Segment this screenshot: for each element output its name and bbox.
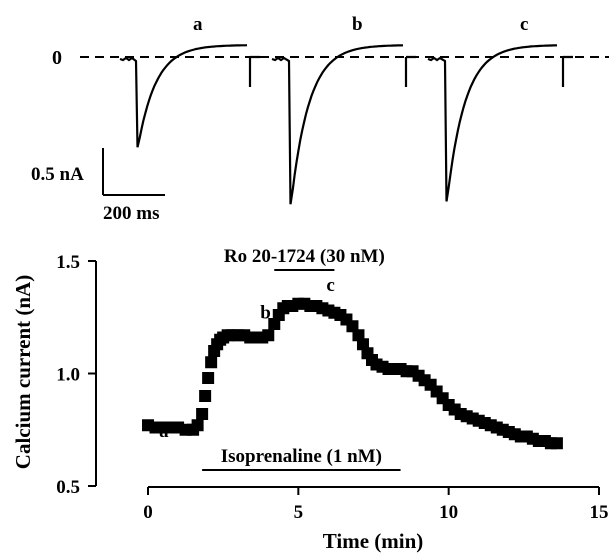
treatment-label: Isoprenaline (1 nM) — [221, 446, 382, 467]
x-ticks: 0 5 10 15 — [143, 487, 609, 523]
trace-label-b: b — [352, 14, 363, 35]
point-label-a: a — [159, 421, 169, 442]
treatment-label: Ro 20-1724 (30 nM) — [224, 246, 385, 267]
timecourse-chart: 0.5 1.0 1.5 0 5 10 15 a b c Ro 20-1724 (30 nM) I… — [11, 246, 609, 553]
point-label-c: c — [326, 275, 334, 296]
data-point — [250, 331, 263, 344]
data-point — [550, 437, 563, 450]
treatment-bars: Ro 20-1724 (30 nM) Isoprenaline (1 nM) — [202, 246, 401, 471]
scale-time-label: 200 ms — [103, 203, 159, 224]
y-tick-label: 1.5 — [56, 252, 80, 273]
data-point — [205, 356, 218, 369]
point-label-b: b — [260, 303, 271, 324]
traces-panel: 0 a b c 0.5 nA 200 ms — [31, 14, 609, 224]
point-labels: a b c — [159, 275, 335, 442]
trace-label-a: a — [193, 14, 203, 35]
x-tick-label: 0 — [143, 502, 153, 523]
data-point — [262, 329, 275, 342]
trace-c: c — [427, 14, 573, 202]
scale-current-label: 0.5 nA — [31, 164, 84, 185]
trace-a: a — [119, 14, 260, 148]
y-tick-label: 0.5 — [56, 477, 80, 498]
data-point — [191, 419, 204, 432]
data-points — [142, 297, 563, 450]
x-tick-label: 10 — [439, 502, 458, 523]
trace-c-path — [427, 44, 573, 202]
x-tick-label: 5 — [294, 502, 304, 523]
y-axis-title: Calcium current (nA) — [11, 275, 35, 469]
zero-label: 0 — [52, 47, 62, 69]
trace-a-path — [119, 44, 260, 148]
data-point — [199, 390, 212, 402]
x-tick-label: 15 — [590, 502, 609, 523]
data-point — [202, 372, 215, 384]
trace-b-path — [271, 44, 416, 205]
y-tick-label: 1.0 — [56, 365, 80, 386]
y-ticks: 0.5 1.0 1.5 — [56, 252, 96, 498]
x-axis-title: Time (min) — [323, 529, 424, 553]
scale-bar: 0.5 nA 200 ms — [31, 148, 165, 224]
trace-label-c: c — [520, 14, 528, 35]
data-point — [196, 408, 209, 420]
trace-b: b — [271, 14, 416, 205]
